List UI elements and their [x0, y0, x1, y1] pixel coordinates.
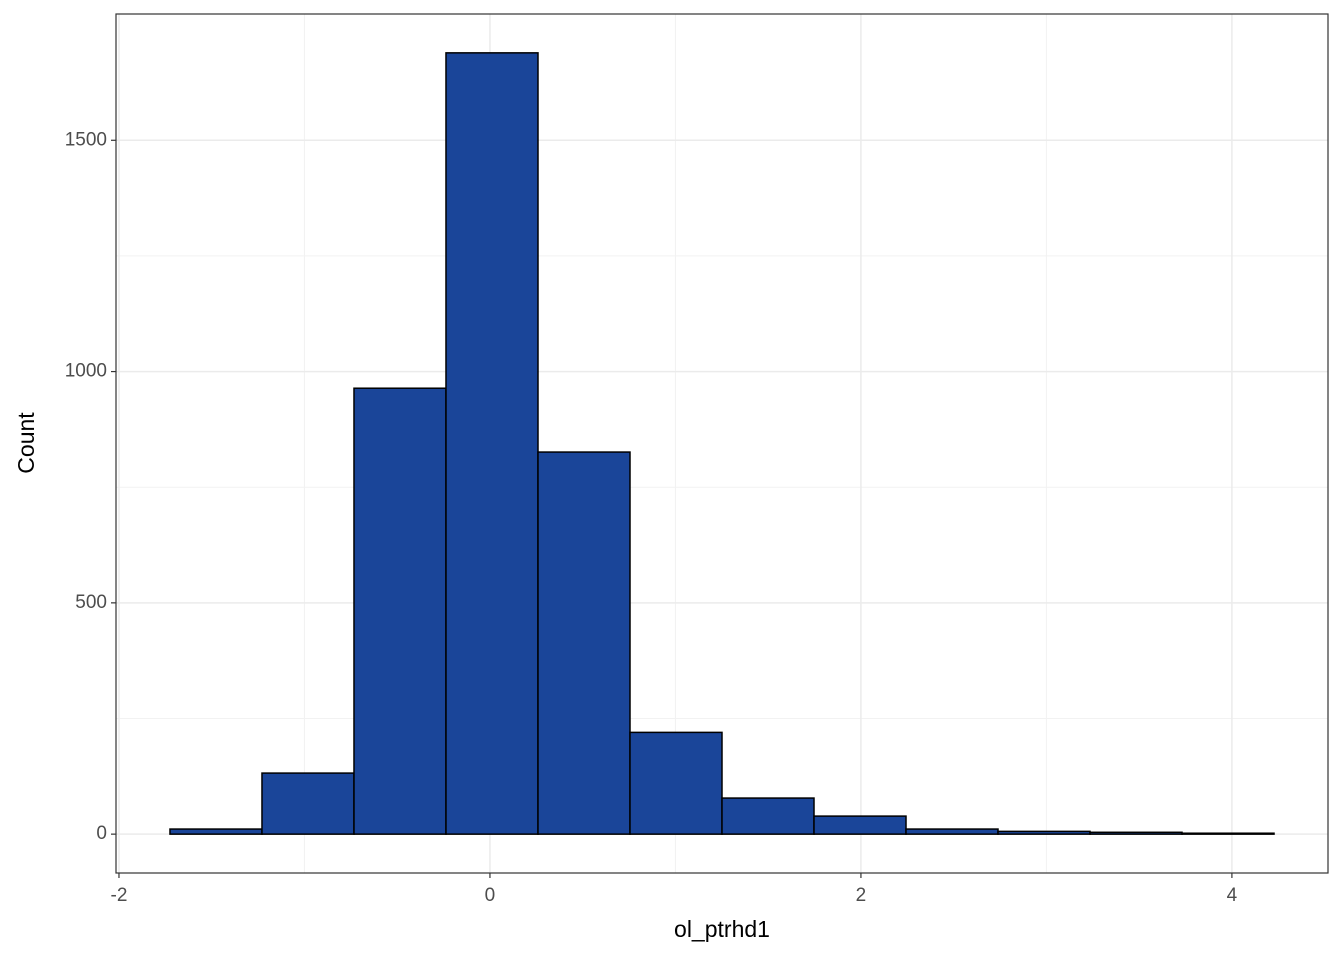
bar: [1089, 831, 1183, 835]
bar: [353, 387, 447, 835]
bar: [629, 731, 723, 835]
y-axis-title: Count: [13, 412, 39, 474]
y-tick-label: 0: [96, 823, 107, 844]
x-tick-label: 4: [1227, 885, 1238, 906]
y-tick-label: 1000: [65, 361, 107, 382]
y-tick-label: 1500: [65, 129, 107, 150]
bar: [905, 828, 999, 835]
x-axis-title: ol_ptrhd1: [674, 916, 770, 942]
bar: [261, 772, 355, 835]
bar: [169, 828, 263, 835]
bar: [997, 830, 1091, 835]
bar: [537, 451, 631, 835]
bar: [721, 797, 815, 835]
x-tick-label: -2: [111, 885, 128, 906]
bar: [813, 815, 907, 835]
bar: [445, 52, 539, 835]
y-tick-label: 500: [75, 592, 107, 613]
x-tick-label: 2: [856, 885, 867, 906]
bar: [1181, 832, 1275, 835]
plot-border: [115, 13, 1329, 874]
x-tick-label: 0: [485, 885, 496, 906]
